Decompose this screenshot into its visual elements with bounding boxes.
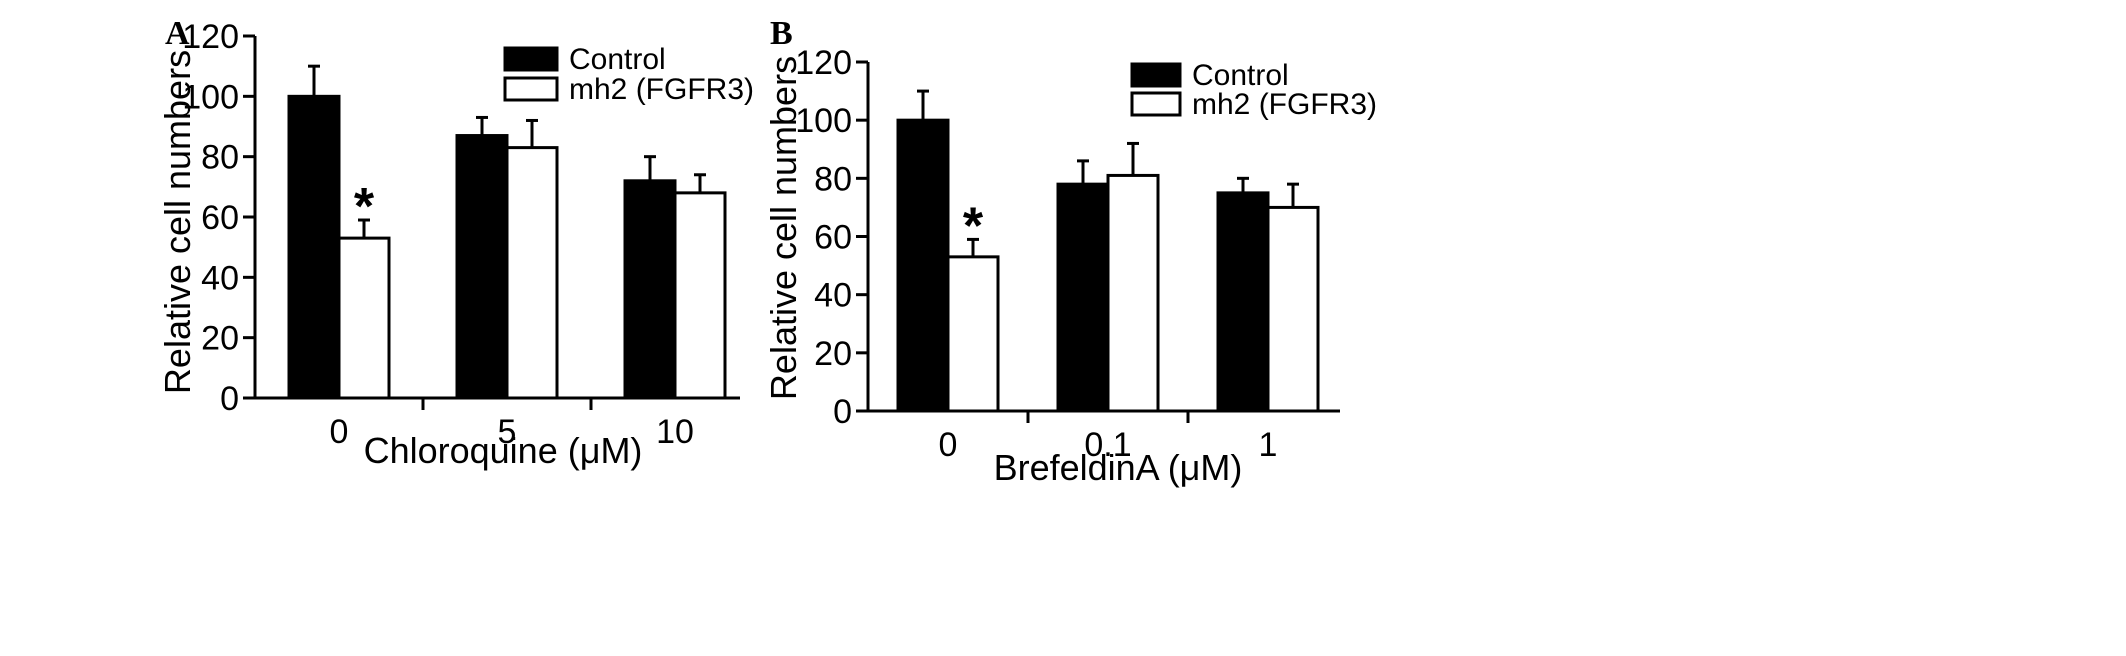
legend-label: Control — [569, 43, 666, 76]
y-tick-label: 20 — [814, 335, 852, 373]
y-tick-label: 0 — [220, 380, 239, 418]
legend-label: Control — [1192, 59, 1289, 92]
significance-annotation: * — [354, 178, 375, 236]
x-tick-label: 0.1 — [1084, 426, 1131, 464]
bar — [946, 255, 1000, 413]
bar — [337, 236, 391, 400]
y-tick-label: 40 — [201, 259, 239, 297]
significance-annotation: * — [963, 197, 984, 255]
y-tick-label: 120 — [182, 18, 239, 56]
bar — [896, 118, 950, 413]
x-axis-title: Chloroquine (μM) — [364, 430, 643, 471]
x-tick-label: 10 — [656, 413, 694, 451]
y-tick-label: 0 — [833, 393, 852, 431]
bar — [505, 146, 559, 400]
bar — [287, 94, 341, 400]
y-tick-label: 60 — [814, 219, 852, 257]
legend-swatch — [503, 76, 559, 102]
y-tick-label: 80 — [201, 139, 239, 177]
panel-label: B — [770, 15, 793, 52]
y-tick-label: 100 — [795, 102, 852, 140]
bar — [1266, 205, 1320, 413]
y-tick-label: 20 — [201, 320, 239, 358]
y-axis-title: Relative cell numbers — [157, 50, 198, 394]
chart-panel-a: A 0 20 40 60 80 100 120 0 5 10 * Chloroquine (μM) Rel… — [157, 15, 754, 471]
y-tick-label: 80 — [814, 160, 852, 198]
bar — [455, 134, 509, 400]
legend-swatch — [1130, 91, 1182, 117]
bar — [1106, 173, 1160, 413]
panel-label: A — [165, 15, 190, 52]
y-tick-label: 100 — [182, 78, 239, 116]
legend-swatch — [1130, 62, 1182, 88]
bar — [1056, 182, 1110, 413]
y-axis-title: Relative cell numbers — [763, 56, 804, 400]
x-tick-label: 1 — [1259, 426, 1278, 464]
bar — [673, 191, 727, 400]
x-tick-label: 0 — [939, 426, 958, 464]
legend-swatch — [503, 46, 559, 72]
bar — [623, 179, 677, 400]
legend-label: mh2 (FGFR3) — [569, 73, 754, 106]
x-tick-label: 5 — [498, 413, 517, 451]
y-tick-label: 40 — [814, 277, 852, 315]
x-tick-label: 0 — [330, 413, 349, 451]
y-tick-label: 120 — [795, 44, 852, 82]
bar — [1216, 191, 1270, 413]
chart-panel-b: B 0 20 40 60 80 100 120 0 0.1 1 * BrefeldinA (μM) Rel… — [763, 15, 1377, 488]
legend-label: mh2 (FGFR3) — [1192, 88, 1377, 121]
y-tick-label: 60 — [201, 199, 239, 237]
x-axis-title: BrefeldinA (μM) — [994, 447, 1243, 488]
